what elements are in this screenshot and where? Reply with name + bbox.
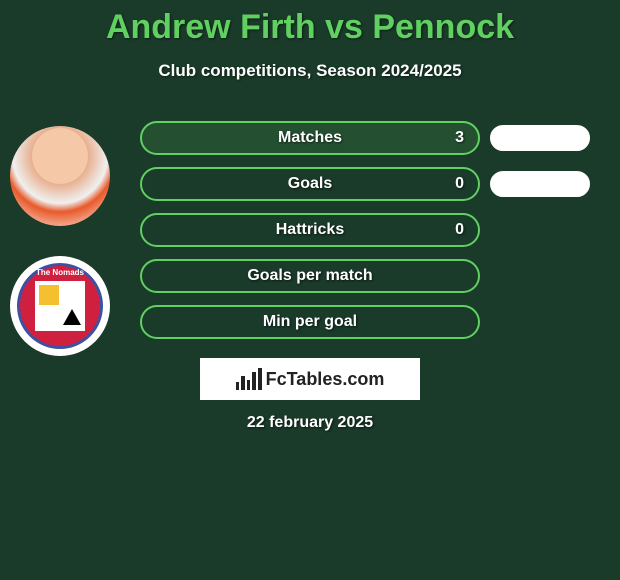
stat-bar-left: Goals 0 [140,167,480,201]
brand-chart-icon [236,368,262,390]
player1-avatar [10,126,110,226]
stat-bar-left: Matches 3 [140,121,480,155]
brand-badge[interactable]: FcTables.com [200,358,420,400]
stat-row-min-per-goal: Min per goal [140,304,610,340]
stat-value: 0 [455,175,464,193]
page-subtitle: Club competitions, Season 2024/2025 [0,61,620,81]
page-title: Andrew Firth vs Pennock [0,0,620,47]
brand-text: FcTables.com [266,369,385,390]
date-text: 22 february 2025 [0,414,620,432]
stat-label: Hattricks [276,221,344,239]
stat-bar-left: Min per goal [140,305,480,339]
stat-bar-left: Goals per match [140,259,480,293]
stat-value: 0 [455,221,464,239]
stat-row-goals: Goals 0 [140,166,610,202]
stat-value: 3 [455,129,464,147]
stat-bar-left: Hattricks 0 [140,213,480,247]
stat-bar-right [490,171,590,197]
stat-label: Goals per match [247,267,372,285]
stat-row-matches: Matches 3 [140,120,610,156]
club-crest-icon: The Nomads [17,263,103,349]
stat-label: Min per goal [263,313,357,331]
player2-avatar: The Nomads [10,256,110,356]
stat-label: Goals [288,175,332,193]
stat-row-goals-per-match: Goals per match [140,258,610,294]
crest-text: The Nomads [20,268,100,277]
stat-label: Matches [278,129,342,147]
stat-bar-right [490,125,590,151]
stat-row-hattricks: Hattricks 0 [140,212,610,248]
stats-rows: Matches 3 Goals 0 Hattricks 0 Goals per … [140,120,610,350]
